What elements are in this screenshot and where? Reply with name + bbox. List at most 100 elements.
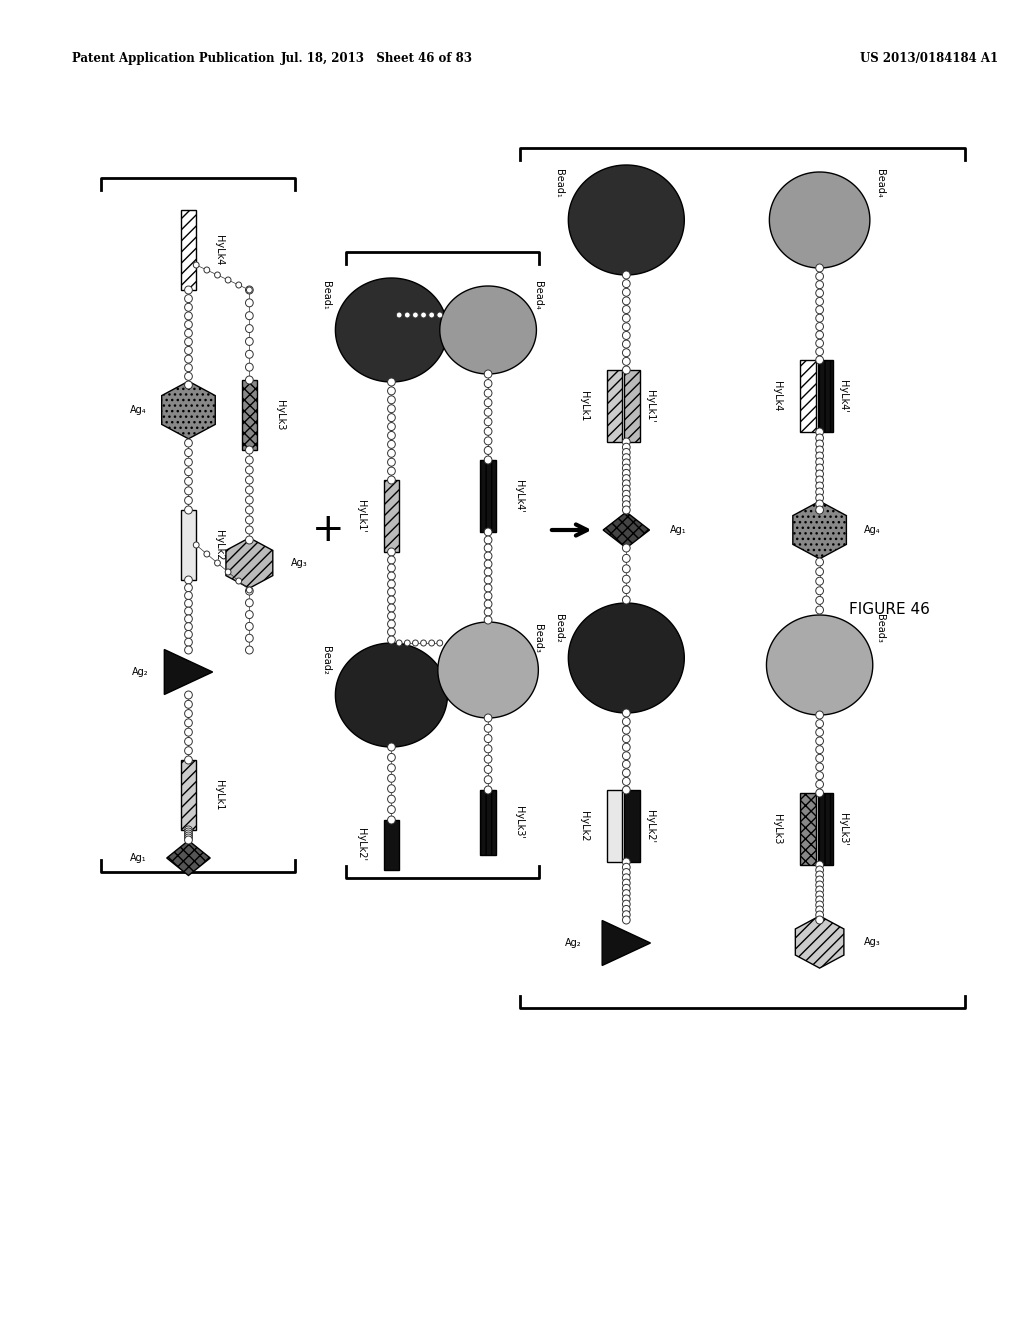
Circle shape: [623, 348, 630, 356]
Circle shape: [816, 558, 823, 566]
Polygon shape: [766, 615, 872, 715]
Text: Patent Application Publication: Patent Application Publication: [73, 51, 275, 65]
Circle shape: [387, 387, 395, 395]
Circle shape: [484, 380, 492, 388]
Circle shape: [816, 451, 823, 459]
Circle shape: [623, 576, 630, 583]
Circle shape: [623, 858, 630, 866]
Circle shape: [387, 477, 395, 484]
Circle shape: [623, 297, 630, 305]
Circle shape: [184, 615, 193, 623]
Polygon shape: [769, 172, 869, 268]
Text: Bead₂: Bead₂: [554, 614, 563, 643]
Circle shape: [396, 312, 402, 318]
Circle shape: [816, 281, 823, 289]
Circle shape: [623, 884, 630, 892]
Polygon shape: [568, 165, 684, 275]
Circle shape: [623, 597, 630, 605]
Circle shape: [184, 756, 193, 764]
Circle shape: [816, 737, 823, 744]
FancyBboxPatch shape: [480, 789, 496, 855]
Polygon shape: [162, 381, 215, 438]
Circle shape: [387, 597, 395, 605]
Circle shape: [816, 711, 823, 719]
Circle shape: [194, 261, 199, 268]
Circle shape: [184, 467, 193, 475]
Text: Bead₁: Bead₁: [554, 169, 563, 198]
Circle shape: [623, 454, 630, 462]
Circle shape: [816, 331, 823, 339]
Circle shape: [204, 267, 210, 273]
Circle shape: [387, 572, 395, 579]
Circle shape: [184, 623, 193, 631]
Circle shape: [484, 776, 492, 784]
Circle shape: [246, 298, 253, 306]
Text: HyLk4: HyLk4: [214, 235, 224, 265]
Text: Bead₁: Bead₁: [321, 281, 331, 309]
Circle shape: [184, 631, 193, 639]
Circle shape: [484, 744, 492, 752]
Circle shape: [184, 458, 193, 466]
FancyBboxPatch shape: [801, 793, 816, 865]
Circle shape: [623, 459, 630, 467]
Circle shape: [184, 639, 193, 647]
Circle shape: [247, 587, 252, 593]
Circle shape: [816, 356, 823, 364]
Circle shape: [484, 536, 492, 544]
Circle shape: [184, 836, 193, 843]
Circle shape: [816, 347, 823, 355]
Circle shape: [816, 494, 823, 502]
Text: HyLk3: HyLk3: [275, 400, 286, 430]
Circle shape: [816, 488, 823, 496]
Circle shape: [623, 743, 630, 751]
Circle shape: [484, 544, 492, 552]
Circle shape: [816, 482, 823, 490]
Circle shape: [204, 550, 210, 557]
Circle shape: [484, 766, 492, 774]
Circle shape: [387, 795, 395, 803]
Circle shape: [184, 440, 193, 447]
Circle shape: [225, 277, 231, 282]
Text: Ag₂: Ag₂: [565, 939, 582, 948]
Circle shape: [387, 548, 395, 556]
Circle shape: [387, 620, 395, 628]
Circle shape: [484, 714, 492, 722]
Circle shape: [246, 338, 253, 346]
Circle shape: [184, 381, 193, 389]
Circle shape: [387, 449, 395, 457]
Text: HyLk1: HyLk1: [214, 780, 224, 810]
FancyBboxPatch shape: [607, 370, 623, 442]
Polygon shape: [793, 502, 847, 558]
Polygon shape: [796, 916, 844, 968]
Circle shape: [484, 552, 492, 560]
Circle shape: [387, 564, 395, 572]
FancyBboxPatch shape: [181, 760, 197, 830]
Circle shape: [484, 725, 492, 733]
Circle shape: [623, 314, 630, 322]
Circle shape: [816, 886, 823, 894]
Circle shape: [623, 709, 630, 717]
Circle shape: [484, 455, 492, 465]
Circle shape: [236, 578, 242, 583]
Circle shape: [623, 863, 630, 871]
Circle shape: [484, 389, 492, 397]
Circle shape: [387, 587, 395, 597]
Circle shape: [225, 569, 231, 576]
FancyBboxPatch shape: [818, 360, 834, 432]
Circle shape: [623, 366, 630, 374]
FancyBboxPatch shape: [480, 459, 496, 532]
Circle shape: [816, 568, 823, 576]
Circle shape: [184, 747, 193, 755]
Circle shape: [429, 312, 434, 318]
Text: US 2013/0184184 A1: US 2013/0184184 A1: [860, 51, 998, 65]
Circle shape: [816, 746, 823, 754]
Circle shape: [816, 322, 823, 330]
Text: HyLk3: HyLk3: [772, 814, 782, 845]
Polygon shape: [226, 537, 272, 589]
Circle shape: [246, 312, 253, 319]
Circle shape: [184, 496, 193, 504]
Text: Bead₃: Bead₃: [874, 614, 885, 643]
Circle shape: [623, 869, 630, 876]
Circle shape: [387, 605, 395, 612]
Circle shape: [816, 446, 823, 454]
